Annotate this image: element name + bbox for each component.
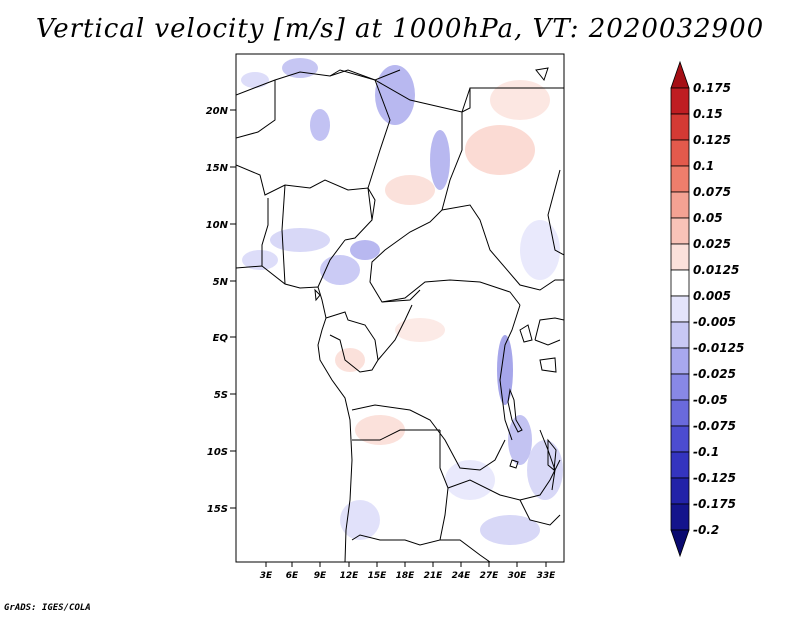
lon-label: 6E xyxy=(286,571,299,581)
colorbar-label: -0.125 xyxy=(693,471,736,485)
colorbar-label: -0.075 xyxy=(693,419,736,433)
colorbar-swatch xyxy=(670,60,690,89)
lat-label: 20N xyxy=(206,106,229,117)
lon-label: 9E xyxy=(314,571,327,581)
colorbar-swatch xyxy=(670,347,690,375)
lat-label: EQ xyxy=(213,333,229,344)
colorbar-label: -0.175 xyxy=(693,497,736,511)
lat-label: 5S xyxy=(214,390,228,401)
colorbar-label: -0.0125 xyxy=(693,341,744,355)
colorbar-label: 0.1 xyxy=(693,159,714,173)
colorbar-swatch xyxy=(670,321,690,349)
lon-label: 24E xyxy=(452,571,472,581)
colorbar-swatch xyxy=(670,451,690,479)
lat-label: 15N xyxy=(206,163,229,174)
colorbar-label: 0.0125 xyxy=(693,263,739,277)
velocity-shading xyxy=(241,58,563,545)
country-borders xyxy=(236,67,564,562)
colorbar-label: 0.15 xyxy=(693,107,723,121)
colorbar-label: 0.025 xyxy=(693,237,731,251)
colorbar: 0.175 0.15 0.125 0.1 0.075 0.05 0.025 0.0125 0.0… xyxy=(670,60,744,558)
lat-label: 10N xyxy=(206,220,229,231)
map-title: Vertical velocity [m/s] at 1000hPa, VT: … xyxy=(35,14,765,44)
colorbar-swatch xyxy=(670,425,690,453)
map-panel xyxy=(235,53,565,563)
colorbar-label: -0.005 xyxy=(693,315,736,329)
colorbar-swatch xyxy=(670,165,690,193)
colorbar-label: -0.2 xyxy=(693,523,719,537)
lat-label: 5N xyxy=(213,277,229,288)
colorbar-label: 0.075 xyxy=(693,185,731,199)
lon-label: 33E xyxy=(537,571,557,581)
colorbar-label: -0.05 xyxy=(693,393,728,407)
map-frame xyxy=(235,53,565,563)
colorbar-swatch xyxy=(670,529,690,558)
colorbar-label: -0.025 xyxy=(693,367,736,381)
colorbar-swatch xyxy=(670,243,690,271)
colorbar-swatch xyxy=(670,477,690,505)
colorbar-swatch xyxy=(670,503,690,531)
lon-label: 3E xyxy=(260,571,273,581)
colorbar-swatch xyxy=(670,87,690,115)
colorbar-label: 0.175 xyxy=(693,81,731,95)
colorbar-swatch xyxy=(670,217,690,245)
lon-label: 12E xyxy=(340,571,360,581)
colorbar-swatch xyxy=(670,113,690,141)
lon-label: 18E xyxy=(396,571,416,581)
lat-label: 15S xyxy=(207,504,228,515)
lon-label: 15E xyxy=(368,571,388,581)
lon-label: 21E xyxy=(424,571,444,581)
colorbar-label: 0.05 xyxy=(693,211,723,225)
colorbar-swatch xyxy=(670,373,690,401)
colorbar-swatch xyxy=(670,295,690,323)
colorbar-label: 0.005 xyxy=(693,289,731,303)
grads-credit: GrADS: IGES/COLA xyxy=(4,603,91,613)
colorbar-label: -0.1 xyxy=(693,445,719,459)
lon-label: 27E xyxy=(480,571,500,581)
colorbar-swatch xyxy=(670,269,690,297)
colorbar-swatch xyxy=(670,399,690,427)
colorbar-swatch xyxy=(670,139,690,167)
latitude-axis: 20N 15N 10N 5N EQ 5S 10S 15S xyxy=(206,106,236,515)
colorbar-swatch xyxy=(670,191,690,219)
longitude-axis: 3E 6E 9E 12E 15E 18E 21E 24E 27E 30E 33E xyxy=(260,562,556,581)
lat-label: 10S xyxy=(207,447,228,458)
lon-label: 30E xyxy=(508,571,528,581)
colorbar-label: 0.125 xyxy=(693,133,731,147)
